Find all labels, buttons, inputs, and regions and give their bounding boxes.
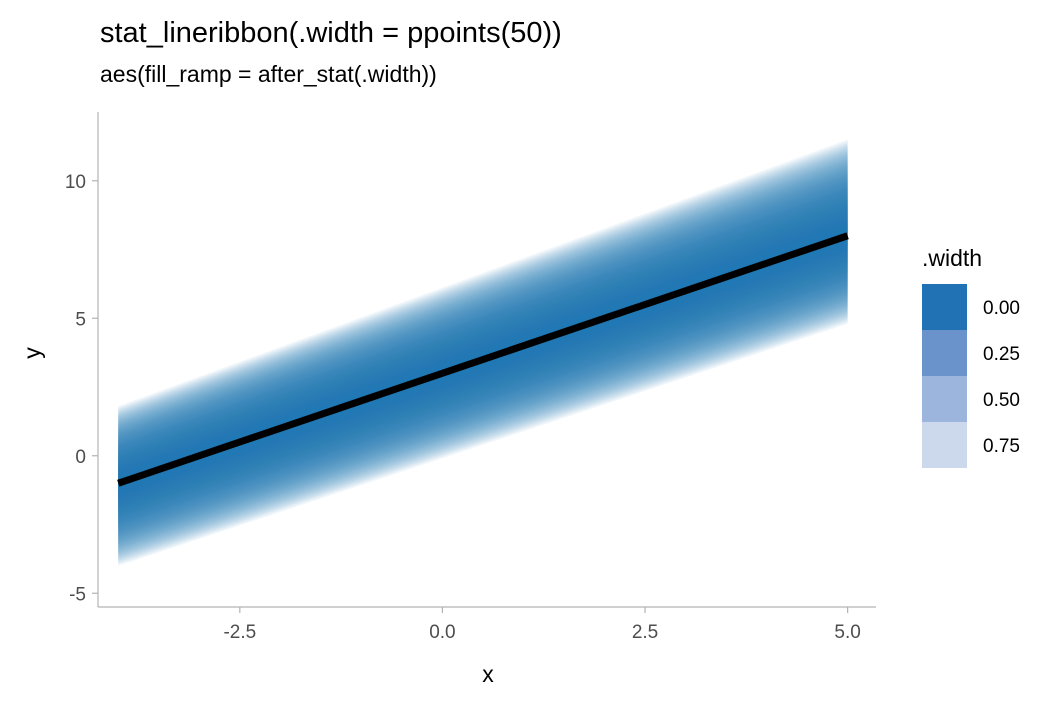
ribbon-band	[118, 158, 848, 550]
ribbon-layer	[118, 139, 848, 566]
x-tick-label: -2.5	[223, 622, 256, 643]
ribbon-band	[118, 162, 848, 546]
ribbon-band	[118, 151, 848, 556]
ribbon-band	[118, 181, 848, 530]
y-tick-label: 10	[65, 172, 86, 193]
ribbon-band	[118, 179, 848, 532]
ribbon-band	[118, 172, 848, 538]
ribbon-band	[118, 145, 848, 561]
y-axis-ticks: -5 0 5 10	[65, 172, 98, 605]
x-tick-label: 0.0	[429, 622, 455, 643]
median-line	[117, 232, 849, 487]
ribbon-band	[118, 183, 848, 528]
ribbon-band	[118, 139, 848, 566]
legend-key-swatch	[922, 284, 967, 330]
ribbon-band	[118, 164, 848, 545]
chart-title: stat_lineribbon(.width = ppoints(50))	[100, 17, 562, 49]
x-axis-ticks: -2.5 0.0 2.5 5.0	[223, 607, 861, 643]
y-axis-title: y	[19, 347, 45, 359]
y-tick-label: 0	[75, 447, 86, 468]
ribbon-band	[118, 156, 848, 551]
legend-key-label: 0.00	[983, 298, 1020, 319]
legend-key-swatch	[922, 422, 967, 468]
x-tick-label: 5.0	[834, 622, 860, 643]
legend-key-label: 0.50	[983, 390, 1020, 411]
legend-key-label: 0.25	[983, 344, 1020, 365]
legend-key-swatch	[922, 376, 967, 422]
ribbon-band	[118, 178, 848, 533]
ribbon-band	[118, 147, 848, 560]
ribbon-band	[118, 174, 848, 537]
ribbon-band	[118, 149, 848, 558]
chart-subtitle: aes(fill_ramp = after_stat(.width))	[100, 61, 437, 87]
ribbon-band	[118, 170, 848, 540]
x-tick-label: 2.5	[632, 622, 658, 643]
legend-key-swatch	[922, 330, 967, 376]
y-tick-label: -5	[69, 584, 86, 605]
y-tick-label: 5	[75, 309, 86, 330]
legend-title: .width	[922, 245, 982, 271]
ribbon-band	[118, 143, 848, 563]
legend-key-label: 0.75	[983, 436, 1020, 457]
ribbon-band	[118, 152, 848, 555]
line-layer	[117, 232, 849, 487]
ribbon-band	[118, 160, 848, 548]
ribbon-band	[118, 154, 848, 553]
ribbon-band	[118, 176, 848, 535]
ribbon-band	[118, 168, 848, 541]
legend: .width 0.00 0.25 0.50 0.75	[922, 245, 1020, 468]
ribbon-band	[118, 141, 848, 565]
ribbon-band	[118, 166, 848, 543]
x-axis-title: x	[482, 661, 494, 687]
legend-keys: 0.00 0.25 0.50 0.75	[922, 284, 1020, 468]
